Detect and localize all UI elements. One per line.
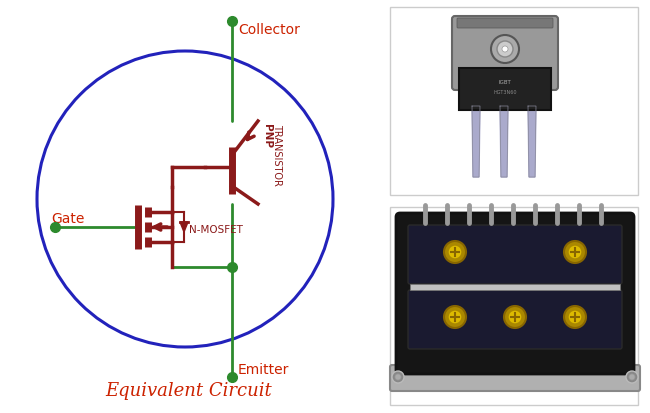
Circle shape: [444, 306, 466, 328]
Circle shape: [629, 374, 635, 380]
Text: TRANSISTOR: TRANSISTOR: [272, 124, 282, 185]
FancyBboxPatch shape: [408, 225, 622, 284]
Circle shape: [568, 245, 582, 259]
Polygon shape: [472, 107, 480, 178]
Text: Collector: Collector: [238, 23, 300, 37]
FancyBboxPatch shape: [459, 69, 551, 111]
Text: PNP: PNP: [262, 124, 272, 147]
Circle shape: [491, 36, 519, 64]
Circle shape: [626, 371, 638, 383]
Circle shape: [448, 310, 462, 324]
Circle shape: [568, 310, 582, 324]
Text: Emitter: Emitter: [238, 362, 289, 376]
Circle shape: [395, 374, 401, 380]
FancyBboxPatch shape: [408, 290, 622, 349]
Circle shape: [564, 242, 586, 263]
Circle shape: [508, 310, 522, 324]
Circle shape: [497, 42, 513, 58]
FancyBboxPatch shape: [457, 19, 553, 29]
Text: N-MOSFET: N-MOSFET: [189, 224, 243, 235]
Text: HGT3N60: HGT3N60: [493, 90, 517, 95]
FancyBboxPatch shape: [396, 214, 634, 374]
Circle shape: [448, 245, 462, 259]
Polygon shape: [180, 223, 188, 233]
FancyBboxPatch shape: [390, 365, 640, 391]
Text: Gate: Gate: [51, 211, 84, 225]
Polygon shape: [500, 107, 508, 178]
FancyBboxPatch shape: [410, 284, 620, 290]
Circle shape: [392, 371, 404, 383]
FancyBboxPatch shape: [452, 17, 558, 91]
Circle shape: [444, 242, 466, 263]
FancyBboxPatch shape: [390, 8, 638, 195]
Circle shape: [504, 306, 526, 328]
Circle shape: [564, 306, 586, 328]
Text: IGBT: IGBT: [499, 80, 512, 85]
FancyBboxPatch shape: [390, 207, 638, 405]
Text: Equivalent Circuit: Equivalent Circuit: [105, 381, 272, 399]
Polygon shape: [528, 107, 536, 178]
Circle shape: [502, 47, 508, 53]
